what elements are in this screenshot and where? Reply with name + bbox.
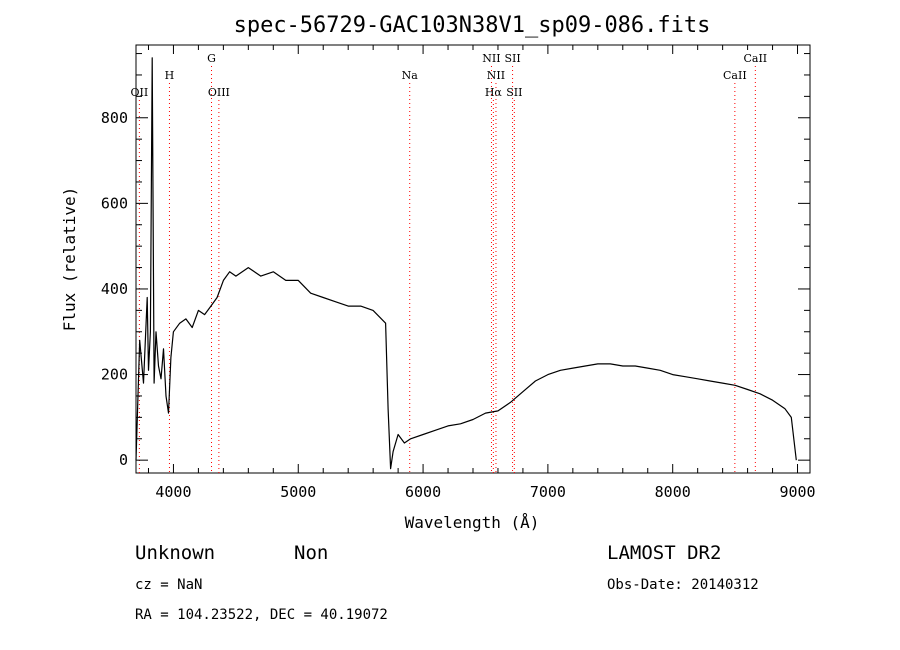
- line-label-0: OII: [131, 86, 149, 99]
- x-axis-label: Wavelength (Å): [405, 513, 540, 532]
- y-tick-label-0: 0: [119, 451, 128, 469]
- x-tick-label-4: 8000: [655, 483, 691, 501]
- chart-title: spec-56729-GAC103N38V1_sp09-086.fits: [234, 13, 711, 38]
- line-label-10: CaII: [723, 69, 747, 82]
- coordinates-label: RA = 104.23522, DEC = 40.19072: [135, 607, 388, 623]
- axis-ticks: [136, 45, 810, 473]
- line-label-3: OIII: [208, 86, 230, 99]
- x-tick-labels: 4000 5000 6000 7000 8000 9000: [155, 483, 815, 501]
- y-tick-labels: 0 200 400 600 800: [101, 109, 128, 469]
- y-tick-label-2: 400: [101, 280, 128, 298]
- x-tick-label-5: 9000: [779, 483, 815, 501]
- x-tick-label-1: 5000: [280, 483, 316, 501]
- line-label-9: SII: [506, 86, 522, 99]
- redshift-label: cz = NaN: [135, 577, 202, 593]
- line-label-2: G: [207, 52, 216, 65]
- x-tick-label-3: 7000: [530, 483, 566, 501]
- classification-label: Unknown: [135, 542, 215, 564]
- line-label-1: H: [165, 69, 175, 82]
- flux-series: [135, 57, 797, 470]
- line-label-11: CaII: [743, 52, 767, 65]
- line-label-5: NII: [482, 52, 500, 65]
- survey-label: LAMOST DR2: [607, 542, 721, 564]
- x-tick-label-0: 4000: [155, 483, 191, 501]
- subclass-label: Non: [294, 542, 328, 564]
- obs-date-label: Obs-Date: 20140312: [607, 577, 759, 593]
- y-tick-label-3: 600: [101, 194, 128, 212]
- x-tick-label-2: 6000: [405, 483, 441, 501]
- line-label-8: SII: [504, 52, 520, 65]
- y-tick-label-1: 200: [101, 366, 128, 384]
- y-tick-label-4: 800: [101, 109, 128, 127]
- line-label-7: Hα: [485, 86, 503, 99]
- line-label-6: NII: [487, 69, 505, 82]
- line-label-4: Na: [402, 69, 419, 82]
- plot-frame: [135, 44, 811, 474]
- flux-line: [135, 57, 797, 470]
- y-axis-label: Flux (relative): [60, 187, 79, 332]
